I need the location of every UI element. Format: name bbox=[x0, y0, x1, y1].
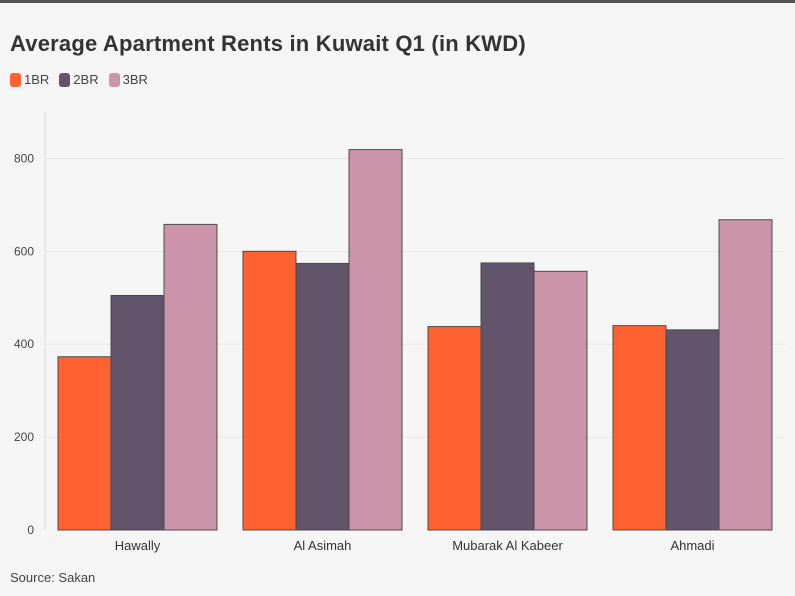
source-note: Source: Sakan bbox=[10, 570, 96, 585]
legend-swatch bbox=[108, 72, 120, 87]
y-tick-label: 600 bbox=[14, 244, 34, 258]
bar-1br-ahmadi bbox=[612, 325, 667, 531]
bar-3br-ahmadi bbox=[718, 219, 773, 531]
legend-label: 3BR bbox=[122, 72, 148, 87]
bar-3br-mubarak-al-kabeer bbox=[533, 270, 588, 531]
bar-1br-al-asimah bbox=[242, 250, 297, 531]
legend-label: 2BR bbox=[73, 72, 99, 87]
chart-title: Average Apartment Rents in Kuwait Q1 (in… bbox=[10, 31, 526, 56]
y-axis: 0 200 400 600 800 bbox=[14, 112, 46, 537]
legend: 1BR 2BR 3BR bbox=[10, 72, 148, 87]
legend-swatch bbox=[59, 72, 71, 87]
bar-3br-al-asimah bbox=[348, 149, 403, 531]
legend-item-3br: 3BR bbox=[108, 72, 148, 87]
legend-item-2br: 2BR bbox=[59, 72, 99, 87]
y-tick-label: 0 bbox=[27, 523, 34, 537]
y-tick-label: 400 bbox=[14, 337, 34, 351]
bar-1br-hawally bbox=[57, 356, 112, 531]
legend-label: 1BR bbox=[24, 72, 50, 87]
y-tick-label: 800 bbox=[14, 151, 34, 165]
bar-1br-mubarak-al-kabeer bbox=[427, 326, 482, 531]
x-tick-label: Ahmadi bbox=[670, 538, 714, 553]
bar-3br-hawally bbox=[163, 223, 218, 531]
y-tick-label: 200 bbox=[14, 430, 34, 444]
bar-2br-al-asimah bbox=[295, 262, 350, 531]
legend-swatch bbox=[10, 72, 21, 87]
x-tick-label: Al Asimah bbox=[294, 538, 352, 553]
bar-2br-hawally bbox=[110, 294, 165, 531]
legend-item-1br: 1BR bbox=[10, 72, 49, 87]
x-tick-label: Hawally bbox=[115, 538, 161, 553]
bars bbox=[57, 149, 773, 531]
x-tick-label: Mubarak Al Kabeer bbox=[452, 538, 563, 553]
x-axis: Hawally Al Asimah Mubarak Al Kabeer Ahmadi bbox=[115, 538, 715, 553]
bar-2br-ahmadi bbox=[665, 329, 720, 531]
top-rule bbox=[0, 0, 795, 3]
bar-2br-mubarak-al-kabeer bbox=[480, 262, 535, 531]
